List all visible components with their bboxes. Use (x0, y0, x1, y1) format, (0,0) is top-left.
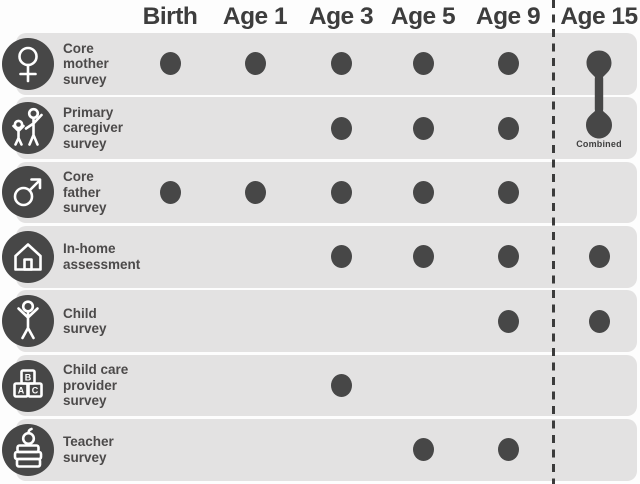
caregiver-icon (2, 102, 54, 155)
column-header-age-9: Age 9 (475, 3, 541, 30)
row-label-line: provider (63, 377, 118, 393)
row-band-in-home-assessment (16, 226, 637, 288)
dot-core-mother-survey-age-5 (412, 52, 434, 76)
svg-text:A: A (18, 385, 25, 395)
dot-in-home-assessment-age-9 (497, 245, 519, 269)
column-header-age-5: Age 5 (390, 3, 456, 30)
dot-core-father-survey-age-9 (497, 180, 519, 204)
dot-core-mother-survey-birth (159, 52, 181, 76)
row-band-child-care-provider-survey (16, 354, 637, 417)
row-label-child-care-provider-survey: Child care provider survey (63, 355, 163, 417)
row-label-line: survey (63, 393, 107, 409)
combined-label: Combined (576, 139, 622, 149)
row-label-line: survey (63, 321, 107, 337)
child-icon (2, 295, 54, 348)
row-label-line: Core (63, 169, 94, 185)
row-band-primary-caregiver-survey (16, 97, 637, 159)
row-label-line: father (63, 184, 101, 200)
age15-divider-dashed-line (552, 0, 555, 484)
row-label-line: Teacher (63, 434, 114, 450)
row-band-core-mother-survey (16, 33, 637, 95)
column-header-age-1: Age 1 (222, 3, 288, 30)
dot-primary-caregiver-survey-age-9 (497, 116, 519, 140)
dot-in-home-assessment-age-5 (412, 245, 434, 269)
row-label-line: mother (63, 56, 109, 71)
row-label-line: Child care (63, 362, 129, 378)
row-label-in-home-assessment: In-home assessment (63, 226, 163, 288)
dot-teacher-survey-age-5 (412, 438, 434, 462)
svg-text:C: C (32, 385, 39, 395)
dot-child-care-provider-survey-age-3 (330, 374, 352, 397)
dot-child-survey-age-15 (588, 309, 610, 333)
row-label-line: survey (63, 71, 107, 87)
dot-primary-caregiver-survey-age-3 (330, 116, 352, 140)
row-label-line: Child (63, 305, 97, 321)
combined-connector-shape (586, 50, 612, 139)
dot-core-father-survey-birth (159, 180, 181, 204)
row-label-child-survey: Child survey (63, 290, 163, 352)
male-symbol-icon (2, 166, 54, 219)
dot-core-mother-survey-age-1 (244, 52, 266, 76)
row-label-line: Core (63, 40, 94, 56)
books-apple-icon (2, 423, 54, 476)
female-symbol-icon (2, 37, 54, 90)
dot-teacher-survey-age-9 (497, 438, 519, 462)
row-band-teacher-survey (16, 419, 637, 481)
svg-text:B: B (25, 372, 32, 382)
row-label-line: Primary (63, 104, 114, 120)
row-label-teacher-survey: Teacher survey (63, 419, 163, 481)
row-label-line: survey (63, 135, 107, 151)
dot-in-home-assessment-age-15 (588, 245, 610, 269)
column-header-birth: Birth (142, 3, 198, 30)
dot-in-home-assessment-age-3 (330, 245, 352, 269)
row-label-line: survey (63, 449, 107, 465)
dot-core-father-survey-age-1 (244, 180, 266, 204)
dot-primary-caregiver-survey-age-5 (412, 116, 434, 140)
column-header-age-3: Age 3 (308, 3, 374, 30)
dot-child-survey-age-9 (497, 309, 519, 333)
column-header-age-15: Age 15 (560, 3, 638, 30)
row-band-child-survey (16, 290, 637, 352)
row-band-core-father-survey (16, 161, 637, 224)
row-label-line: In-home (63, 241, 116, 257)
row-label-line: caregiver (63, 120, 124, 136)
house-icon (2, 230, 54, 283)
row-label-core-mother-survey: Core mother survey (63, 33, 163, 95)
dot-core-father-survey-age-3 (330, 180, 352, 204)
row-label-primary-caregiver-survey: Primary caregiver survey (63, 97, 163, 159)
row-label-line: assessment (63, 256, 141, 272)
dot-core-mother-survey-age-9 (497, 52, 519, 76)
row-label-line: survey (63, 200, 107, 216)
row-label-core-father-survey: Core father survey (63, 162, 163, 224)
dot-core-father-survey-age-5 (412, 180, 434, 204)
dot-core-mother-survey-age-3 (330, 52, 352, 76)
